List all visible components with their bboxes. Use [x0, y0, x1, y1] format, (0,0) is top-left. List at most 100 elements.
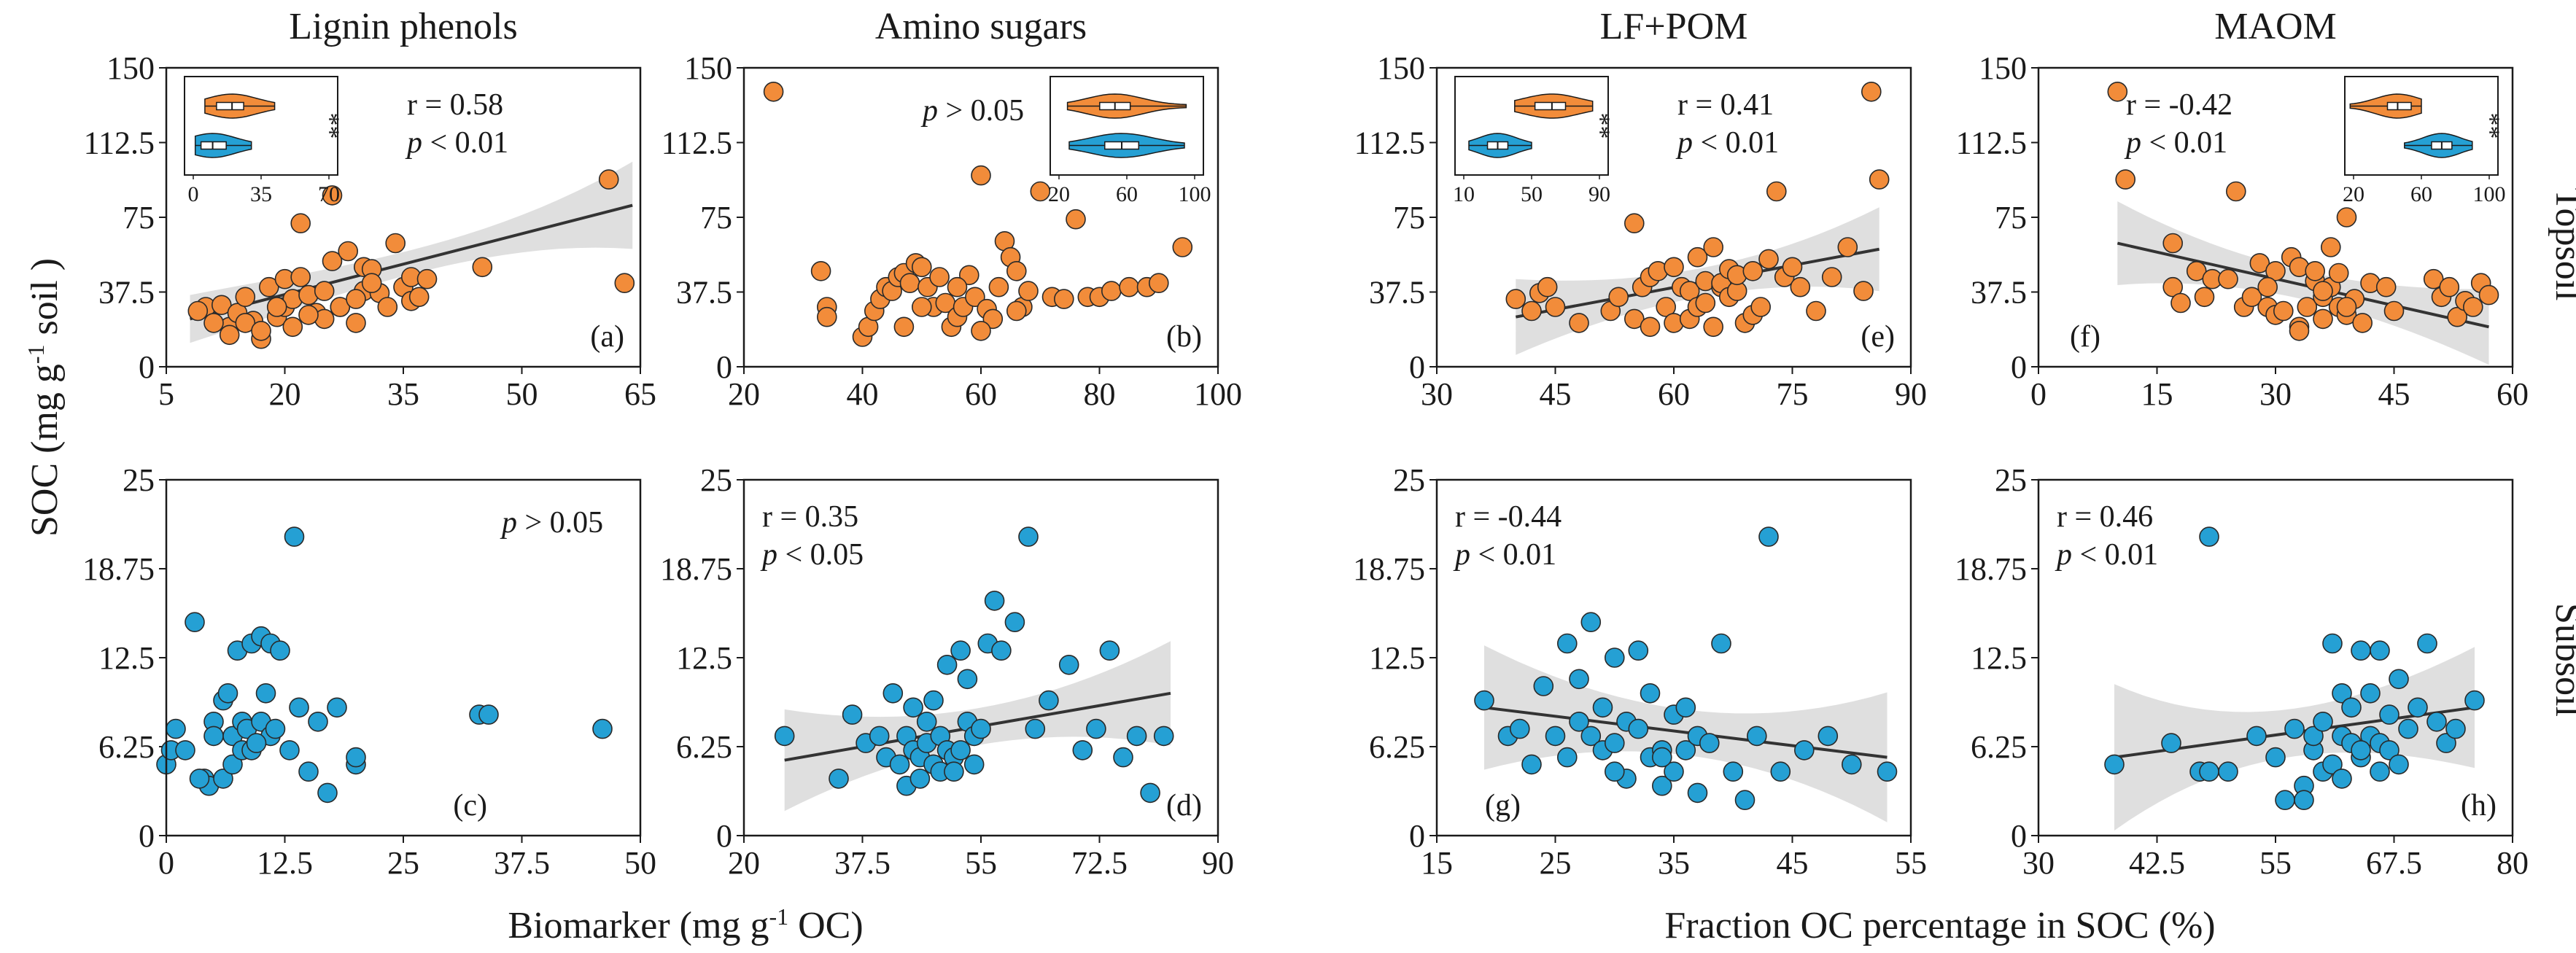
data-point: [1510, 718, 1530, 739]
data-point: [1624, 308, 1645, 330]
r-value: r = -0.42: [2126, 88, 2232, 122]
data-point: [317, 782, 338, 804]
data-point: [1605, 733, 1625, 753]
data-point: [1817, 726, 1839, 747]
data-point: [1758, 249, 1779, 270]
data-point: [2241, 287, 2262, 308]
data-point: [1742, 260, 1764, 281]
panel-label: (a): [590, 320, 624, 354]
panel-label: (f): [2070, 320, 2100, 354]
data-point: [1025, 718, 1046, 739]
data-point: [322, 185, 343, 206]
data-point: [1172, 237, 1193, 257]
data-point: [2297, 297, 2318, 317]
data-point: [290, 213, 311, 234]
data-point: [2328, 262, 2349, 284]
data-point: [1703, 316, 1723, 338]
x-tick-label: 15: [1421, 845, 1453, 881]
data-point: [1861, 82, 1882, 102]
row-label-subsoil: Subsoil: [2548, 603, 2576, 717]
y-tick-label: 0: [139, 818, 155, 854]
data-point: [175, 740, 195, 761]
data-point: [2383, 300, 2405, 322]
data-point: [810, 260, 831, 281]
y-tick-label: 25: [123, 462, 155, 498]
data-point: [1723, 761, 1744, 782]
data-point: [1086, 718, 1106, 739]
inset-frame: [184, 76, 338, 176]
inset-tick-label: 100: [1179, 182, 1211, 206]
data-point: [346, 747, 366, 768]
p-value: p > 0.05: [920, 94, 1024, 128]
y-tick-label: 75: [700, 200, 732, 236]
data-point: [1537, 276, 1558, 297]
data-point: [2313, 711, 2333, 732]
x-tick-label: 0: [2030, 376, 2047, 412]
y-tick-label: 37.5: [676, 275, 732, 311]
x-tick-label: 40: [847, 376, 879, 412]
y-tick-label: 18.75: [82, 551, 155, 587]
panel-label: (d): [1166, 789, 1202, 822]
data-point: [1806, 300, 1826, 322]
data-point: [361, 273, 382, 294]
data-point: [246, 733, 267, 753]
x-tick-label: 55: [2259, 845, 2292, 881]
x-tick-label: 50: [624, 845, 656, 881]
data-point: [1605, 647, 1625, 668]
data-point: [1869, 169, 1890, 190]
y-tick-label: 6.25: [676, 729, 732, 765]
data-point: [2423, 268, 2444, 289]
plot-frame: [165, 66, 642, 368]
x-tick-label: 72.5: [1071, 845, 1128, 881]
data-point: [1557, 633, 1578, 654]
data-point: [270, 640, 290, 661]
data-point: [2445, 718, 2466, 739]
y-tick-label: 0: [716, 818, 732, 854]
data-point: [2352, 313, 2373, 333]
data-point: [2336, 207, 2357, 227]
data-point: [478, 704, 499, 725]
data-point: [189, 769, 210, 789]
y-tick-label: 150: [1979, 50, 2027, 86]
x-tick-label: 35: [1658, 845, 1690, 881]
r-value: r = 0.35: [762, 500, 858, 534]
data-point: [1153, 726, 1174, 747]
data-point: [1687, 782, 1708, 804]
data-point: [1521, 754, 1542, 775]
data-point: [346, 313, 366, 333]
data-point: [2379, 704, 2400, 725]
panel-title: Amino sugars: [875, 6, 1087, 47]
panel-g: 15 25 35 45 55 0 6.25 12.5 18.75 25 (g) r = -0.44 p …: [1353, 462, 1927, 881]
data-point: [1695, 292, 1716, 314]
data-point: [1004, 612, 1025, 633]
data-point: [598, 169, 619, 190]
y-tick-label: 12.5: [1971, 640, 2027, 676]
data-point: [1675, 697, 1696, 718]
x-tick-label: 90: [1202, 845, 1234, 881]
panel-c: 0 12.5 25 37.5 50 0 6.25 12.5 18.75 25 (c) p > 0.05: [82, 462, 656, 881]
data-point: [2408, 697, 2428, 718]
data-point: [322, 251, 343, 271]
data-point: [903, 697, 923, 718]
data-point: [1750, 297, 1771, 317]
data-point: [266, 297, 287, 317]
data-point: [1099, 640, 1120, 661]
data-point: [1758, 526, 1779, 547]
inset-tick-label: 70: [318, 182, 340, 206]
plot-frame: [742, 66, 1219, 368]
data-point: [1790, 276, 1811, 297]
y-tick-label: 75: [1393, 200, 1425, 236]
plot-frame: [1435, 478, 1912, 837]
data-point: [2375, 276, 2397, 297]
data-point: [2289, 320, 2310, 341]
data-point: [1656, 297, 1676, 317]
data-point: [2249, 253, 2270, 273]
y-tick-label: 75: [123, 200, 155, 236]
x-tick-label: 45: [2378, 376, 2410, 412]
plot-frame: [2037, 478, 2514, 837]
data-point: [2305, 260, 2325, 281]
data-point: [2351, 640, 2371, 661]
box-top: [2386, 101, 2412, 111]
row-label-topsoil: Topsoil: [2548, 187, 2576, 300]
x-tick-label: 65: [624, 376, 656, 412]
